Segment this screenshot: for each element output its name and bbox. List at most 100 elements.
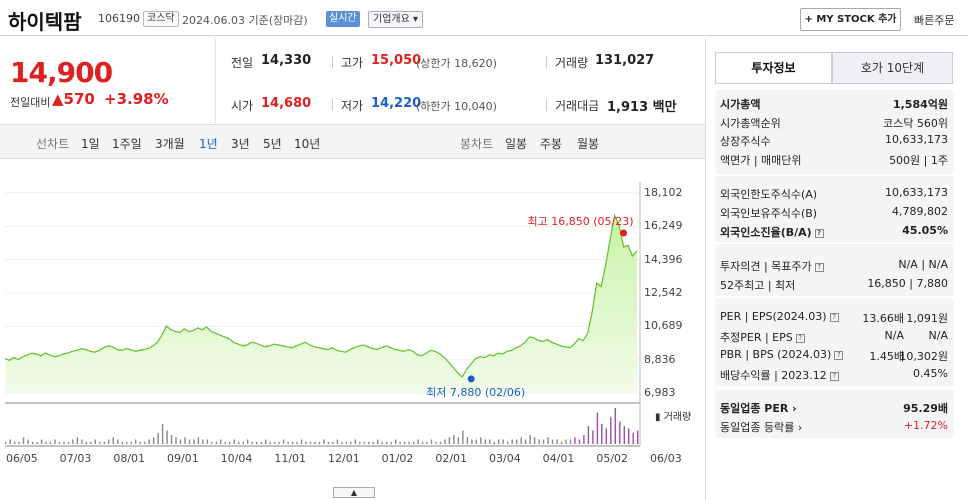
y-tick-label: 14,396 — [644, 252, 683, 266]
volume-bar — [390, 441, 392, 445]
info-label: 액면가 | 매매단위 — [720, 153, 802, 167]
add-my-stock-button[interactable]: + MY STOCK 추가 — [800, 8, 901, 31]
volume-bar — [395, 439, 397, 444]
volume-bar — [610, 417, 612, 444]
investment-info-panel: 투자정보 호가 10단계 시가총액 1,584억원 시가총액순위 코스닥 560위 상장… — [705, 38, 968, 500]
volume-bar — [516, 439, 518, 444]
volume-bar — [498, 439, 500, 444]
volume-value: 131,027 — [595, 53, 655, 68]
stock-name: 하이텍팜 — [8, 10, 82, 34]
volume-bar — [251, 441, 253, 445]
volume-bar — [386, 441, 388, 445]
low-value: 14,220 — [371, 96, 422, 111]
volume-bar — [421, 441, 424, 445]
info-value: 13.66배 — [862, 312, 904, 325]
price-area — [5, 215, 637, 393]
volume-label: 거래량 — [555, 56, 589, 70]
volume-bar — [161, 423, 164, 445]
volume-bar — [601, 423, 603, 445]
collapse-chart-button[interactable]: ▲ — [333, 487, 375, 498]
tab-candle-chart[interactable]: 봉차트 — [460, 137, 494, 151]
volume-bar — [547, 437, 549, 445]
high-value: 15,050 — [371, 53, 422, 68]
divider — [332, 99, 333, 111]
tab-1year[interactable]: 1년 — [199, 137, 218, 151]
volume-bar — [377, 439, 379, 444]
volume-bar — [45, 441, 47, 445]
volume-bar — [54, 439, 56, 444]
tab-investment-info[interactable]: 투자정보 — [715, 52, 832, 84]
volume-bar — [31, 441, 34, 445]
company-info-dropdown[interactable]: 기업개요 ▾ — [368, 11, 423, 28]
volume-bar — [368, 441, 370, 445]
volume-bar — [475, 439, 477, 444]
volume-bar — [430, 439, 433, 444]
x-tick-label: 04/01 — [542, 452, 575, 465]
open-value: 14,680 — [261, 96, 312, 111]
info-value: 4,789,802 — [892, 205, 948, 218]
help-icon[interactable]: ? — [795, 334, 805, 343]
price-chart-svg — [4, 182, 641, 447]
volume-bar — [596, 412, 599, 444]
help-icon[interactable]: ? — [829, 313, 839, 322]
volume-bar — [448, 437, 451, 445]
volume-bar — [484, 439, 486, 444]
price-chart[interactable]: 18,102 16,249 14,396 12,542 10,689 8,836 6,983… — [0, 160, 705, 500]
volume-bar — [533, 437, 536, 445]
volume-bar — [305, 441, 307, 445]
volume-bar — [282, 439, 285, 444]
volume-bar — [439, 441, 442, 445]
volume-bar — [291, 441, 294, 445]
help-icon[interactable]: ? — [814, 263, 824, 272]
volume-bar — [256, 441, 258, 445]
tab-weekly[interactable]: 주봉 — [540, 137, 563, 151]
tab-order-book[interactable]: 호가 10단계 — [832, 52, 953, 84]
help-icon[interactable]: ? — [834, 351, 844, 360]
volume-bar — [372, 441, 374, 445]
tab-3year[interactable]: 3년 — [231, 137, 250, 151]
volume-bar — [135, 439, 137, 444]
current-price: 14,900 — [10, 56, 113, 89]
lower-limit: (하한가 10,040) — [416, 100, 497, 113]
volume-bar — [466, 437, 469, 445]
tab-10year[interactable]: 10년 — [294, 137, 321, 151]
info-value: +1.72% — [903, 419, 948, 432]
x-tick-label: 02/01 — [435, 452, 468, 465]
volume-bar — [318, 441, 321, 445]
volume-bar — [524, 439, 527, 444]
realtime-badge[interactable]: 실시간 — [326, 11, 360, 27]
tab-line-chart[interactable]: 선차트 — [36, 137, 70, 151]
tab-3month[interactable]: 3개월 — [155, 137, 185, 151]
volume-bar — [336, 439, 339, 444]
volume-bar — [583, 435, 585, 444]
help-icon[interactable]: ? — [814, 229, 824, 238]
tab-1day[interactable]: 1일 — [81, 137, 100, 151]
volume-legend-text: 거래량 — [663, 412, 692, 423]
info-value: 0.45% — [913, 367, 948, 380]
price-summary: 14,900 전일대비 ▲570 +3.98% — [0, 38, 216, 123]
volume-bar — [215, 441, 218, 445]
volume-bar — [197, 437, 200, 445]
volume-bar — [269, 441, 271, 445]
volume-bar — [49, 441, 52, 445]
volume-bar — [14, 441, 16, 445]
info-value: 10,633,173 — [885, 186, 948, 199]
volume-bar — [22, 437, 25, 445]
info-label: 동일업종 등락률 › — [720, 421, 803, 434]
tab-5year[interactable]: 5년 — [263, 137, 282, 151]
volume-bar — [108, 439, 110, 444]
help-icon[interactable]: ? — [829, 372, 839, 381]
volume-bar — [166, 430, 168, 444]
volume-bar — [592, 430, 594, 444]
volume-bar — [457, 437, 460, 445]
tab-monthly[interactable]: 월봉 — [577, 137, 600, 151]
volume-bar — [341, 441, 343, 445]
change-label: 전일대비 — [10, 96, 51, 109]
volume-bar — [184, 437, 186, 445]
tab-daily[interactable]: 일봉 — [505, 137, 528, 151]
quick-order-link[interactable]: 빠른주문 — [914, 14, 955, 27]
volume-bar — [462, 430, 464, 444]
info-label: 투자의견 | 목표주가? — [720, 258, 824, 274]
tab-1week[interactable]: 1주일 — [112, 137, 142, 151]
info-label: PBR | BPS (2024.03)? — [720, 348, 844, 361]
